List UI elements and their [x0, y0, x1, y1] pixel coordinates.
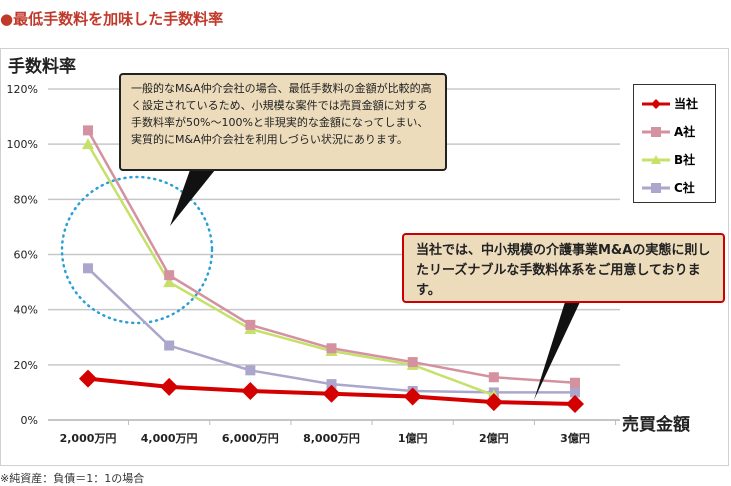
- y-tick-label: 80%: [14, 193, 38, 206]
- footnote: ※純資産：負債＝1：1の場合: [0, 472, 145, 485]
- y-axis-label: 手数料率: [8, 57, 76, 77]
- page-title: ●最低手数料を加味した手数料率: [0, 10, 224, 28]
- data-point-当社: [403, 387, 422, 406]
- legend-marker-icon: [642, 98, 670, 109]
- chart-frame: [0, 48, 729, 466]
- legend-label: A社: [674, 125, 696, 139]
- data-point-当社: [79, 369, 97, 388]
- data-point-当社: [241, 382, 260, 401]
- highlight-ellipse: [60, 175, 214, 325]
- data-point-B社: [82, 138, 94, 150]
- callout-tail-general: [170, 170, 215, 226]
- series-line-B社: [86, 143, 495, 397]
- data-point-A社: [488, 372, 499, 383]
- callout-tail-ours: [534, 302, 580, 400]
- legend-marker-icon: [642, 126, 670, 137]
- x-tick-label: 2億円: [479, 431, 509, 445]
- data-point-A社: [245, 319, 256, 330]
- legend-marker-icon: [642, 154, 670, 164]
- legend-item: C社: [642, 179, 695, 196]
- legend-item: A社: [642, 123, 695, 140]
- data-point-C社: [164, 340, 175, 351]
- data-point-A社: [83, 125, 93, 136]
- y-tick-label: 120%: [7, 83, 38, 96]
- legend-label: 当社: [674, 97, 699, 111]
- data-point-A社: [326, 343, 337, 354]
- x-tick-label: 8,000万円: [303, 432, 360, 445]
- x-tick-label: 2,000万円: [60, 432, 117, 445]
- x-tick-label: 6,000万円: [222, 432, 279, 445]
- y-tick-label: 20%: [14, 359, 38, 372]
- legend-label: B社: [674, 153, 696, 167]
- y-tick-label: 0%: [21, 414, 38, 427]
- data-point-C社: [83, 263, 93, 274]
- x-tick-label: 3億円: [560, 431, 590, 445]
- data-point-A社: [570, 377, 580, 388]
- data-point-当社: [322, 384, 341, 403]
- legend-marker-icon: [642, 182, 670, 193]
- data-point-B社: [163, 276, 176, 288]
- legend-label: C社: [674, 181, 695, 195]
- data-point-当社: [484, 393, 503, 412]
- data-point-当社: [566, 395, 584, 414]
- legend-item: 当社: [642, 95, 698, 112]
- data-point-C社: [245, 365, 256, 376]
- x-axis-label: 売買金額: [622, 415, 690, 435]
- data-point-A社: [164, 270, 175, 281]
- data-point-C社: [326, 379, 337, 390]
- x-tick-label: 4,000万円: [141, 432, 198, 445]
- callout-general: 一般的なM&A仲介会社の場合、最低手数料の金額が比較的高く設定されているため、小…: [119, 73, 447, 171]
- legend-item: B社: [642, 151, 695, 168]
- y-tick-label: 100%: [7, 138, 38, 151]
- data-point-当社: [160, 377, 179, 396]
- y-tick-label: 40%: [14, 304, 38, 317]
- data-point-A社: [407, 357, 418, 368]
- callout-ours: 当社では、中小規模の介護事業M&Aの実態に則したリーズナブルな手数料体系をご用意…: [402, 233, 725, 303]
- data-point-C社: [570, 387, 580, 398]
- x-tick-label: 1億円: [398, 431, 428, 445]
- legend: 当社 A社 B社 C社: [633, 84, 716, 203]
- y-tick-label: 60%: [14, 249, 38, 262]
